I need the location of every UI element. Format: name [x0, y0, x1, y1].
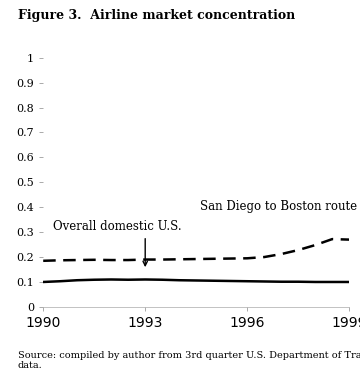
- Text: Figure 3.  Airline market concentration: Figure 3. Airline market concentration: [18, 9, 295, 22]
- Text: Source: compiled by author from 3rd quarter U.S. Department of Transportation
da: Source: compiled by author from 3rd quar…: [18, 351, 360, 370]
- Text: San Diego to Boston route: San Diego to Boston route: [199, 200, 357, 213]
- Text: Overall domestic U.S.: Overall domestic U.S.: [53, 219, 182, 232]
